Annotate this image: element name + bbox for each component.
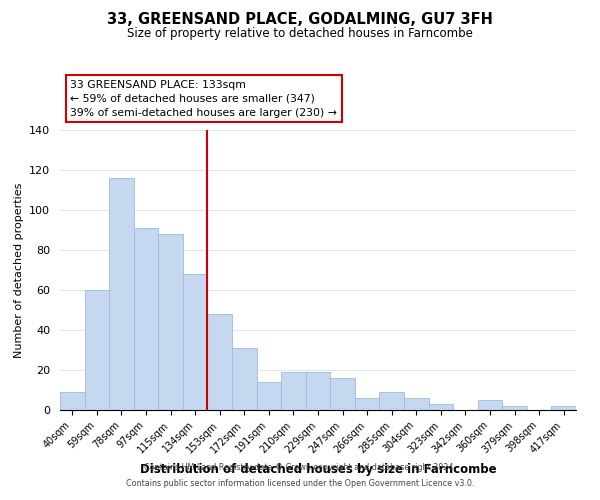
Text: 33 GREENSAND PLACE: 133sqm
← 59% of detached houses are smaller (347)
39% of sem: 33 GREENSAND PLACE: 133sqm ← 59% of deta… — [70, 80, 337, 118]
Y-axis label: Number of detached properties: Number of detached properties — [14, 182, 23, 358]
Bar — [306, 372, 330, 410]
Bar — [551, 406, 576, 410]
Bar — [158, 234, 183, 410]
Bar — [183, 274, 208, 410]
Bar — [281, 372, 306, 410]
Bar — [404, 398, 428, 410]
Bar — [208, 314, 232, 410]
Bar — [134, 228, 158, 410]
Bar — [379, 392, 404, 410]
Text: 33, GREENSAND PLACE, GODALMING, GU7 3FH: 33, GREENSAND PLACE, GODALMING, GU7 3FH — [107, 12, 493, 28]
Bar — [478, 400, 502, 410]
Text: Contains public sector information licensed under the Open Government Licence v3: Contains public sector information licen… — [126, 478, 474, 488]
X-axis label: Distribution of detached houses by size in Farncombe: Distribution of detached houses by size … — [140, 463, 496, 476]
Bar — [355, 398, 379, 410]
Text: Contains HM Land Registry data © Crown copyright and database right 2024.: Contains HM Land Registry data © Crown c… — [144, 464, 456, 472]
Bar — [60, 392, 85, 410]
Bar — [257, 382, 281, 410]
Bar — [232, 348, 257, 410]
Bar — [85, 290, 109, 410]
Text: Size of property relative to detached houses in Farncombe: Size of property relative to detached ho… — [127, 28, 473, 40]
Bar — [330, 378, 355, 410]
Bar — [502, 406, 527, 410]
Bar — [109, 178, 134, 410]
Bar — [428, 404, 453, 410]
